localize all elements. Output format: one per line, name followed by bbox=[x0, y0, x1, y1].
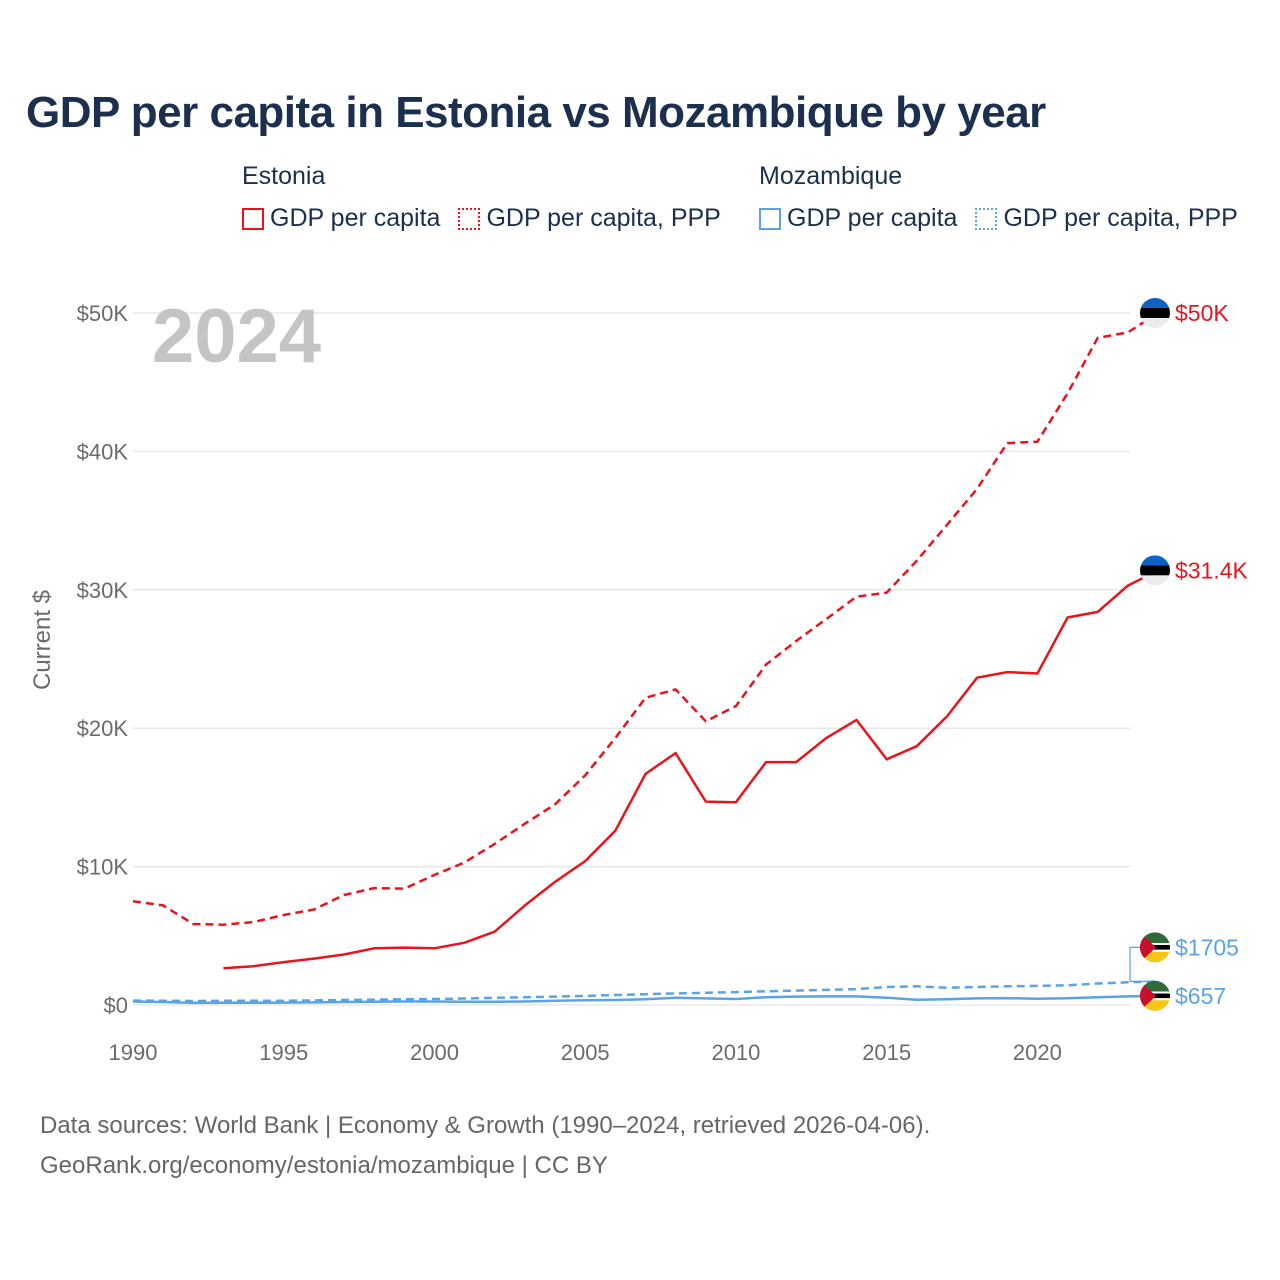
legend-item-label: GDP per capita, PPP bbox=[1003, 204, 1238, 232]
mozambique-flag-icon bbox=[1140, 980, 1170, 1011]
x-tick-label: 2000 bbox=[410, 1040, 459, 1065]
y-tick-label: $50K bbox=[77, 301, 129, 326]
x-tick-label: 2010 bbox=[711, 1040, 760, 1065]
sources-line-2[interactable]: GeoRank.org/economy/estonia/mozambique |… bbox=[40, 1152, 608, 1179]
x-tick-label: 1990 bbox=[109, 1040, 158, 1065]
end-markers: $50K $31.4K $1705 $657 bbox=[1129, 298, 1249, 1011]
x-tick-label: 2005 bbox=[561, 1040, 610, 1065]
legend-group-title: Mozambique bbox=[759, 162, 903, 190]
y-axis-ticks: $0 $10K $20K $30K $40K $50K bbox=[77, 301, 129, 1018]
y-tick-label: $0 bbox=[104, 993, 128, 1018]
mozambique-flag-icon bbox=[1140, 932, 1170, 963]
series-end-label: $657 bbox=[1175, 983, 1226, 1009]
series-lines bbox=[132, 311, 1159, 1005]
series-end-label: $31.4K bbox=[1175, 557, 1249, 583]
legend-group-mozambique: Mozambique GDP per capita GDP per capita… bbox=[759, 162, 1238, 233]
series-line-3 bbox=[132, 994, 1159, 1005]
legend-swatch-dotted-icon bbox=[975, 207, 998, 230]
legend-item-label: GDP per capita bbox=[787, 204, 958, 232]
legend-item-estonia-gdp-ppp[interactable]: GDP per capita, PPP bbox=[458, 204, 721, 233]
x-tick-label: 2015 bbox=[862, 1040, 911, 1065]
page-title: GDP per capita in Estonia vs Mozambique … bbox=[26, 88, 1046, 137]
y-tick-label: $10K bbox=[77, 855, 129, 880]
year-watermark: 2024 bbox=[152, 294, 321, 379]
legend-item-estonia-gdp[interactable]: GDP per capita bbox=[242, 204, 440, 233]
legend-group-estonia: Estonia GDP per capita GDP per capita, P… bbox=[242, 162, 721, 233]
legend-item-label: GDP per capita bbox=[270, 204, 441, 232]
series-line-1 bbox=[223, 569, 1159, 970]
series-end-label: $50K bbox=[1175, 300, 1229, 326]
sources-line-1: Data sources: World Bank | Economy & Gro… bbox=[40, 1112, 931, 1139]
legend-swatch-solid-icon bbox=[242, 207, 264, 230]
y-tick-label: $20K bbox=[77, 716, 129, 741]
x-tick-label: 2020 bbox=[1013, 1040, 1062, 1065]
series-end-label: $1705 bbox=[1175, 934, 1239, 960]
y-tick-label: $40K bbox=[77, 439, 129, 464]
data-sources: Data sources: World Bank | Economy & Gro… bbox=[40, 1106, 930, 1186]
legend-swatch-dotted-icon bbox=[458, 207, 481, 230]
label-leader-line bbox=[1129, 946, 1158, 983]
legend-item-mozambique-gdp[interactable]: GDP per capita bbox=[759, 204, 957, 233]
estonia-flag-icon bbox=[1140, 555, 1170, 586]
legend-group-title: Estonia bbox=[242, 162, 326, 190]
x-axis-ticks: 1990 1995 2000 2005 2010 2015 2020 bbox=[109, 1040, 1062, 1065]
legend-item-mozambique-gdp-ppp[interactable]: GDP per capita, PPP bbox=[975, 204, 1238, 233]
grid-lines bbox=[133, 312, 1130, 1006]
series-line-0 bbox=[132, 311, 1159, 926]
legend-item-label: GDP per capita, PPP bbox=[486, 204, 721, 232]
series-line-2 bbox=[132, 980, 1159, 1003]
estonia-flag-icon bbox=[1140, 298, 1170, 328]
y-tick-label: $30K bbox=[77, 578, 129, 603]
legend-swatch-solid-icon bbox=[759, 207, 781, 230]
x-tick-label: 1995 bbox=[259, 1040, 308, 1065]
y-axis-label: Current $ bbox=[29, 590, 56, 690]
